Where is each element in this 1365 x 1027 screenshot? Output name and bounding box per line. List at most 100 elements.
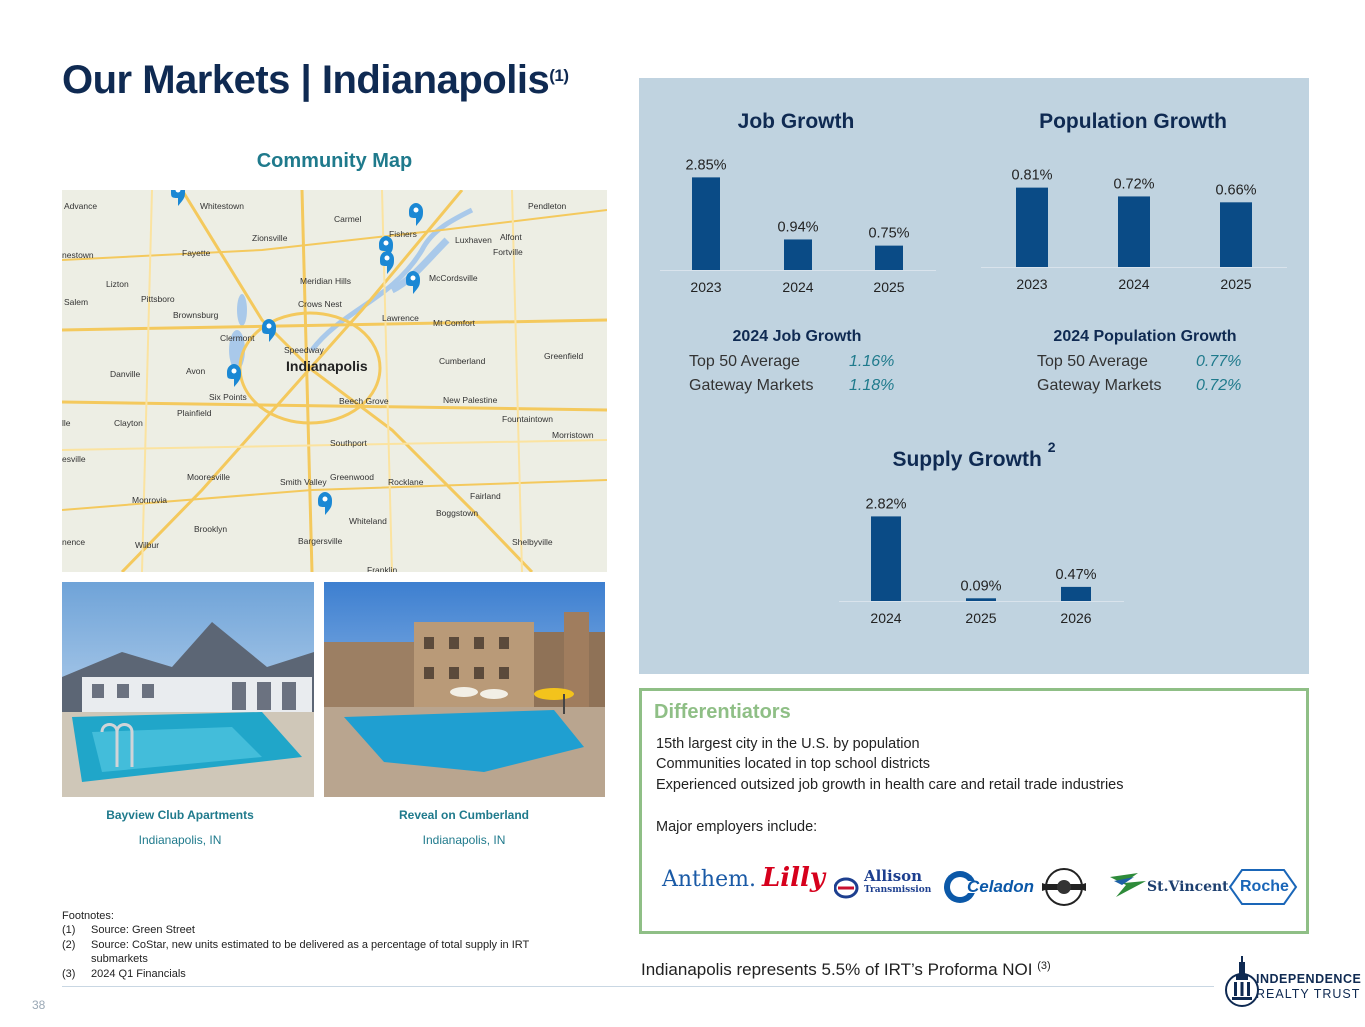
map-place-label: Plainfield — [177, 408, 212, 418]
map-place-label: Bargersville — [298, 536, 343, 546]
map-pin-icon[interactable] — [227, 364, 241, 387]
celadon-logo — [942, 869, 1032, 910]
supply-category-label-2026: 2026 — [1060, 610, 1091, 626]
job-category-label-2024: 2024 — [782, 279, 813, 295]
map-place-label: Franklin — [367, 565, 398, 572]
supply-value-label-2026: 0.47% — [1055, 567, 1096, 583]
map-place-label: Zionsville — [252, 233, 288, 243]
job-category-label-2023: 2023 — [690, 279, 721, 295]
map-pin-icon[interactable] — [171, 190, 185, 206]
roche-logo-text: Roche — [1240, 878, 1289, 895]
pop-stats-heading: 2024 Population Growth — [1053, 328, 1237, 345]
map-place-label: Southport — [330, 438, 367, 448]
map-place-label: New Palestine — [443, 395, 498, 405]
map-place-label: Fairland — [470, 491, 501, 501]
stvincent-logo — [1108, 871, 1148, 904]
job-growth-title: Job Growth — [737, 110, 855, 133]
stvincent-logo-text: St.Vincent — [1147, 879, 1229, 895]
job-stat-label-top50: Top 50 Average — [689, 353, 800, 370]
supply-bar-2025 — [966, 598, 996, 601]
bayview-photo — [62, 582, 314, 797]
supply-growth-chart: 2.82% 2024 0.09% 2025 0.47% 2026 — [839, 496, 1124, 626]
page-title: Our Markets | Indianapolis(1) — [62, 58, 569, 102]
map-pin-icon[interactable] — [406, 271, 420, 294]
pop-stat-value-top50: 0.77% — [1196, 353, 1242, 370]
map-place-label: Clayton — [114, 418, 143, 428]
differentiators-box: Differentiators 15th largest city in the… — [639, 688, 1309, 934]
pop-category-label-2025: 2025 — [1220, 276, 1251, 292]
community-map[interactable]: Advance Whitestown Carmel Fishers Pendleton Z… — [62, 190, 607, 572]
map-place-label: Greenfield — [544, 351, 583, 361]
map-place-label: Avon — [186, 366, 205, 376]
job-stat-value-gateway: 1.18% — [849, 377, 895, 394]
map-place-label: Clermont — [220, 333, 255, 343]
map-pin-icon[interactable] — [318, 492, 332, 515]
map-place-label: Beech Grove — [339, 396, 389, 406]
property-name-reveal: Reveal on Cumberland — [398, 808, 530, 822]
footer-divider — [62, 986, 1214, 987]
map-place-label: Fayette — [182, 248, 211, 258]
map-place-label: Salem — [64, 297, 88, 307]
footnote-text: Source: Green Street — [91, 924, 195, 936]
speedway-logo — [1040, 867, 1088, 912]
pop-value-label-2023: 0.81% — [1011, 168, 1052, 184]
pop-value-label-2024: 0.72% — [1113, 176, 1154, 192]
map-canvas: Advance Whitestown Carmel Fishers Pendleton Z… — [62, 190, 607, 572]
differentiator-line: Experienced outsized job growth in healt… — [656, 777, 1124, 793]
map-place-label: lle — [62, 418, 71, 428]
job-value-label-2024: 0.94% — [777, 219, 818, 235]
roche-logo — [1228, 867, 1298, 912]
property-location-bayview: Indianapolis, IN — [138, 833, 222, 847]
map-place-label: Lawrence — [382, 313, 419, 323]
supply-category-label-2024: 2024 — [870, 610, 901, 626]
map-place-label: McCordsville — [429, 273, 478, 283]
footnote-text: submarkets — [91, 953, 148, 965]
footnote-number: (3) — [62, 968, 76, 980]
allison-logo — [833, 871, 934, 910]
map-place-label: Smith Valley — [280, 477, 327, 487]
map-place-label: Luxhaven — [455, 235, 492, 245]
supply-category-label-2025: 2025 — [965, 610, 996, 626]
map-place-label: nestown — [62, 250, 94, 260]
map-place-label: Greenwood — [330, 472, 374, 482]
job-bar-2025 — [875, 245, 903, 270]
brand-line-1: INDEPENDENCE — [1256, 972, 1362, 986]
map-place-label: Rocklane — [388, 477, 424, 487]
map-place-label: Shelbyville — [512, 537, 553, 547]
map-place-label: Morristown — [552, 430, 594, 440]
pop-bar-2023 — [1016, 187, 1048, 267]
pop-category-label-2023: 2023 — [1016, 276, 1047, 292]
growth-charts-panel: Job Growth Population Growth 2.85% 2023 0.… — [639, 78, 1309, 674]
brand-line-2: REALTY TRUST — [1256, 987, 1361, 1001]
pop-stat-value-gateway: 0.72% — [1196, 377, 1242, 394]
supply-bar-2026 — [1061, 586, 1091, 601]
job-stat-label-gateway: Gateway Markets — [689, 377, 814, 394]
footnote-number: (2) — [62, 939, 76, 951]
map-place-label: Whitestown — [200, 201, 244, 211]
map-place-label: Pendleton — [528, 201, 567, 211]
irt-logo-icon — [1224, 954, 1260, 1015]
pop-value-label-2025: 0.66% — [1215, 182, 1256, 198]
differentiators-title: Differentiators — [654, 701, 791, 723]
celadon-logo-text: Celadon — [967, 877, 1035, 896]
map-place-label: Cumberland — [439, 356, 486, 366]
pop-bar-2025 — [1220, 202, 1252, 267]
job-bar-2023 — [692, 177, 720, 270]
job-stat-value-top50: 1.16% — [849, 353, 895, 370]
job-category-label-2025: 2025 — [873, 279, 904, 295]
map-place-label: Alfont — [500, 232, 522, 242]
footnote-text: Source: CoStar, new units estimated to b… — [91, 939, 530, 951]
map-place-label: Meridian Hills — [300, 276, 351, 286]
map-place-label: nence — [62, 537, 85, 547]
map-pin-icon[interactable] — [380, 251, 394, 274]
map-place-label: Brownsburg — [173, 310, 219, 320]
supply-growth-title: Supply Growth2 — [892, 439, 1056, 471]
map-pin-icon[interactable] — [409, 203, 423, 226]
anthem-logo: Anthem. — [662, 867, 756, 892]
map-place-label: esville — [62, 454, 86, 464]
supply-growth-note: 2 — [1047, 439, 1056, 455]
noi-statement: Indianapolis represents 5.5% of IRT’s Pr… — [641, 960, 1051, 979]
map-place-label: Fishers — [389, 229, 417, 239]
supply-bar-2024 — [871, 516, 901, 601]
map-pin-icon[interactable] — [262, 319, 276, 342]
